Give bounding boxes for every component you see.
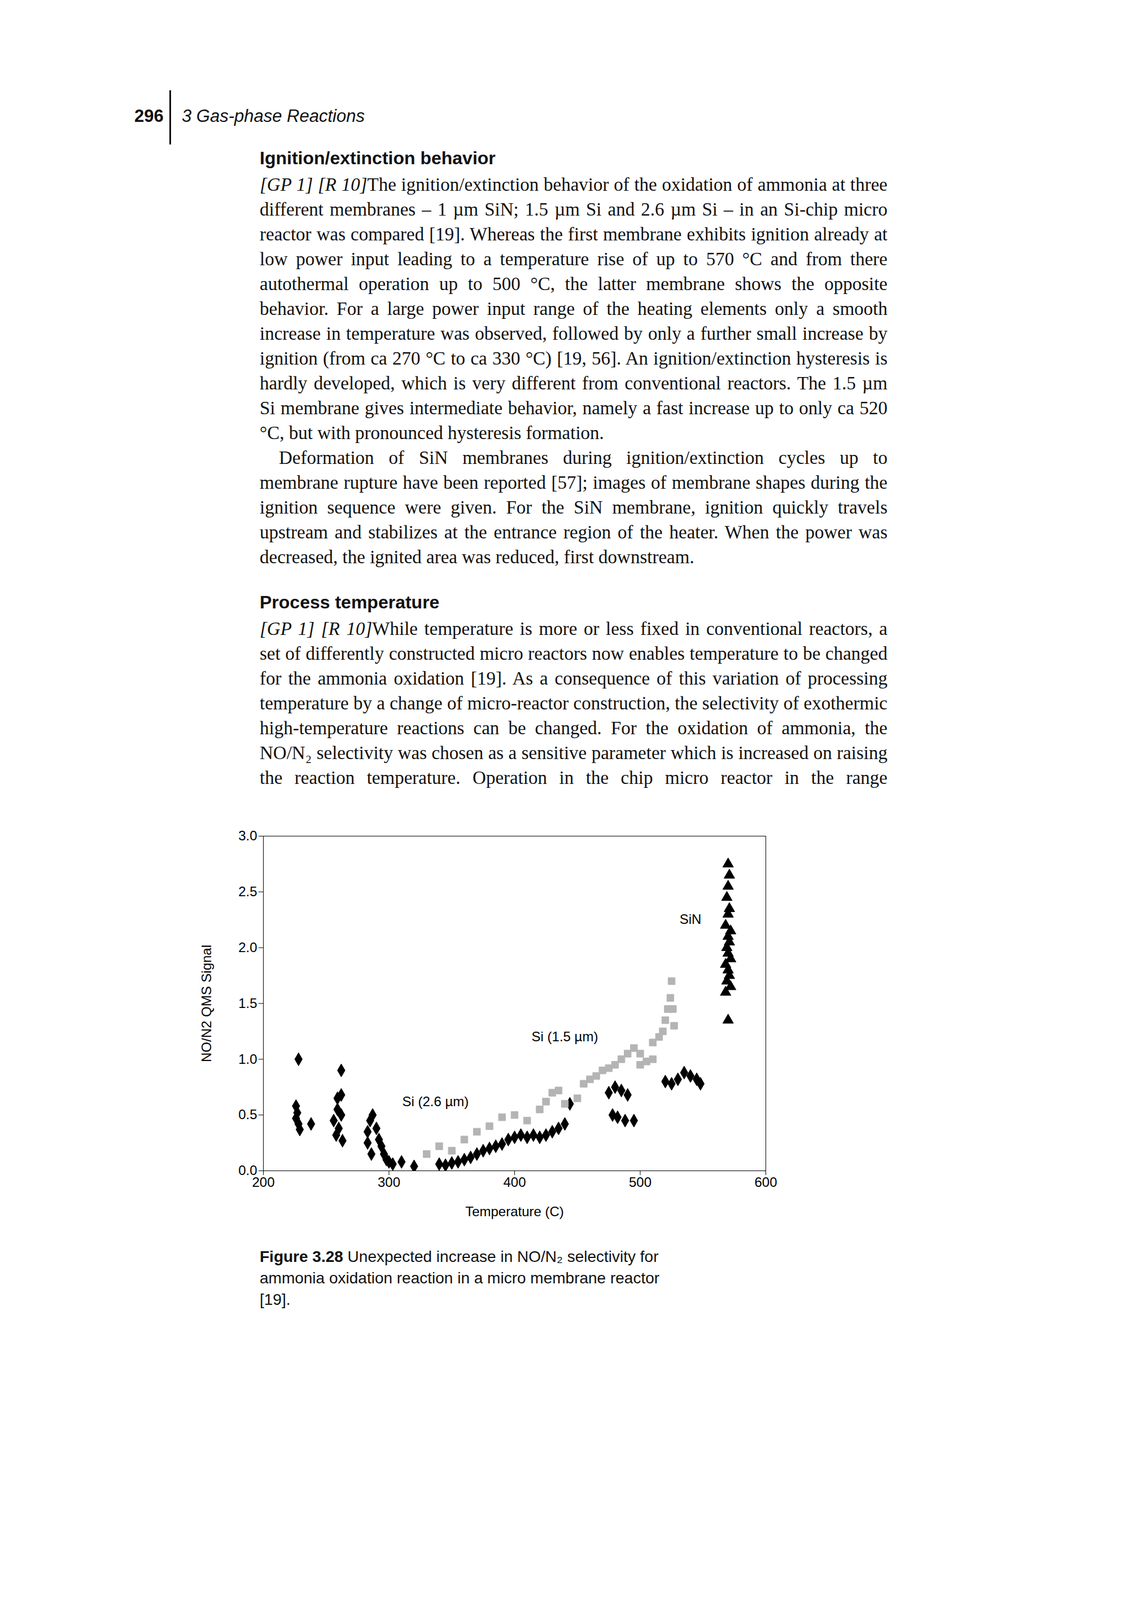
html-text:3 Gas-phase Reactions: 3 Gas-phase Reactions	[181, 106, 365, 126]
html-text:296: 296	[134, 106, 164, 126]
svg-text:200: 200	[251, 1174, 275, 1191]
svg-text:600: 600	[754, 1174, 777, 1191]
svg-text:0.0: 0.0	[238, 1163, 258, 1179]
svg-text:400: 400	[503, 1174, 526, 1191]
svg-text:NO/N2 QMS Signal: NO/N2 QMS Signal	[198, 945, 214, 1063]
svg-text:2.0: 2.0	[238, 939, 257, 956]
html-text:Figure 3.28 Unexpected increas: Figure 3.28 Unexpected increase in NO/N₂…	[259, 1248, 660, 1309]
svg-text:3.0: 3.0	[238, 828, 257, 844]
html-text:Process temperature: Process temperature	[259, 592, 440, 613]
html-text:[GP 1] [R 10] While temperatur: [GP 1] [R 10] While temperature is more …	[259, 618, 888, 789]
svg-text:1.5: 1.5	[238, 995, 257, 1012]
svg-text:300: 300	[377, 1174, 401, 1191]
svg-text:1.0: 1.0	[238, 1051, 257, 1067]
svg-text:500: 500	[628, 1174, 652, 1191]
svg-text:Si (1.5 µm): Si (1.5 µm)	[531, 1029, 599, 1045]
svg-text:2.5: 2.5	[238, 884, 257, 900]
svg-text:0.5: 0.5	[238, 1107, 257, 1123]
html-text:Ignition/extinction behavior: Ignition/extinction behavior	[259, 147, 496, 169]
svg-text:Temperature (C): Temperature (C)	[465, 1204, 564, 1220]
html-text:[GP 1] [R 10] The ignition/ext: [GP 1] [R 10] The ignition/extinction be…	[259, 174, 888, 444]
svg-text:Si (2.6 µm): Si (2.6 µm)	[401, 1094, 469, 1110]
html-text:Deformation of SiN membranes d: Deformation of SiN membranes during igni…	[259, 447, 888, 568]
svg-text:SiN: SiN	[679, 911, 702, 927]
